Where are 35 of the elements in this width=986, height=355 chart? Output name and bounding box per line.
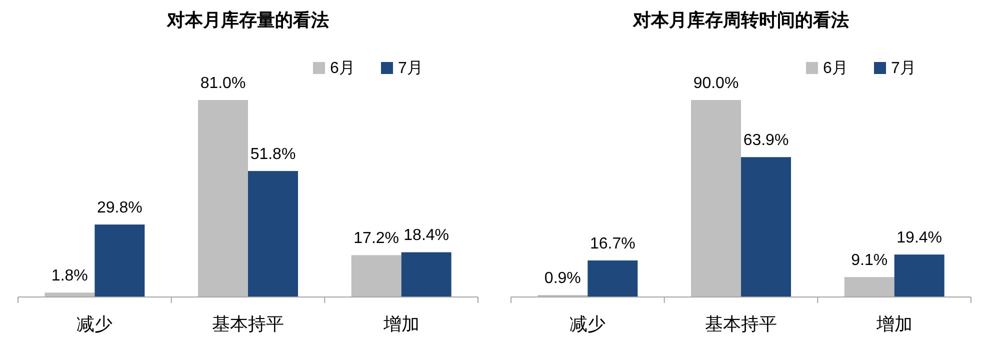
bar	[198, 100, 248, 297]
legend-label: 6月	[330, 60, 355, 77]
bar	[894, 254, 944, 297]
bar	[401, 252, 452, 297]
bar	[44, 292, 95, 297]
data-label: 19.4%	[896, 230, 942, 247]
chart-title: 对本月库存周转时间的看法	[632, 10, 849, 30]
data-label: 16.7%	[590, 235, 636, 252]
x-tick-label: 基本持平	[705, 314, 777, 334]
bar	[691, 100, 741, 297]
data-label: 18.4%	[404, 227, 450, 244]
bar	[844, 277, 894, 297]
data-label: 29.8%	[96, 200, 142, 217]
bar	[588, 260, 638, 297]
legend-label: 7月	[891, 60, 916, 77]
x-tick-label: 基本持平	[212, 314, 284, 334]
data-label: 90.0%	[693, 75, 739, 92]
bar	[94, 224, 145, 297]
legend-label: 7月	[398, 60, 423, 77]
data-label: 17.2%	[354, 230, 400, 248]
data-label: 81.0%	[200, 75, 246, 92]
legend-label: 6月	[823, 60, 848, 77]
bar	[351, 255, 402, 297]
x-tick-label: 增加	[875, 314, 912, 334]
bar	[248, 171, 298, 297]
data-label: 63.9%	[743, 132, 789, 150]
data-label: 1.8%	[51, 268, 88, 285]
data-label: 0.9%	[544, 270, 581, 288]
data-label: 51.8%	[250, 146, 296, 164]
x-tick-label: 减少	[570, 314, 606, 334]
x-tick-label: 减少	[76, 314, 113, 334]
data-label: 9.1%	[851, 252, 888, 270]
bar	[741, 157, 791, 297]
x-tick-label: 增加	[382, 314, 420, 334]
chart-title: 对本月库存量的看法	[166, 10, 329, 30]
